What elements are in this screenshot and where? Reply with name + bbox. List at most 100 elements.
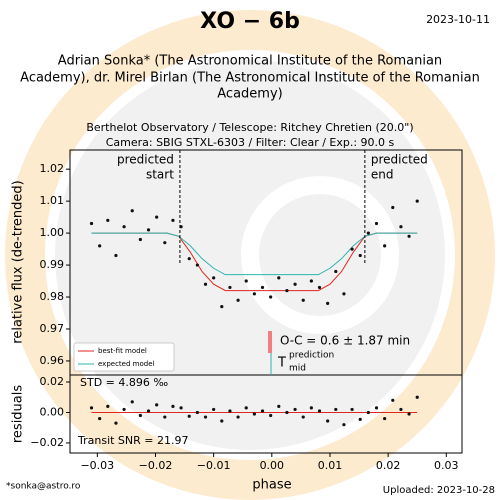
data-point — [269, 413, 273, 418]
authors: Academy) — [217, 87, 282, 102]
data-point — [236, 415, 240, 419]
data-point — [293, 282, 297, 286]
data-point — [122, 407, 126, 412]
data-point — [98, 244, 102, 248]
data-point — [342, 292, 346, 296]
data-point — [212, 276, 216, 280]
data-point — [350, 247, 354, 251]
predicted-label: end — [371, 168, 394, 182]
data-point — [138, 413, 142, 418]
model-line — [91, 232, 418, 276]
data-point — [383, 416, 387, 421]
data-point — [130, 209, 134, 213]
y-tick-label: 0.97 — [40, 322, 65, 335]
data-point — [309, 279, 313, 283]
data-point — [195, 263, 199, 267]
data-point — [236, 298, 240, 302]
data-point — [203, 415, 208, 419]
x-tick-label: −0.03 — [80, 459, 114, 472]
data-point — [163, 415, 167, 419]
y-tick-label: 1.02 — [40, 162, 65, 175]
y-tick-label: 0.96 — [40, 354, 65, 367]
data-point — [260, 409, 265, 413]
std-text: STD = 4.896 ‰ — [80, 376, 168, 389]
x-tick-label: −0.02 — [139, 459, 173, 472]
data-point — [415, 395, 419, 399]
data-point — [317, 285, 322, 290]
x-axis-label: phase — [252, 478, 291, 493]
data-point — [203, 282, 208, 286]
x-tick-label: 0.03 — [434, 459, 459, 472]
data-point — [155, 215, 159, 219]
data-point — [285, 289, 289, 293]
data-point — [171, 218, 175, 222]
legend-box — [73, 342, 175, 372]
data-point — [407, 234, 411, 238]
data-point — [155, 403, 159, 407]
data-point — [366, 231, 370, 235]
oc-text: O-C = 0.6 ± 1.87 min — [280, 334, 410, 348]
authors: Adrian Sonka* (The Astronomical Institut… — [58, 54, 442, 69]
data-point — [293, 407, 297, 412]
footer-uploaded: Uploaded: 2023-10-28 — [383, 485, 495, 496]
tmid-sub: mid — [289, 364, 306, 374]
data-point — [269, 295, 273, 299]
data-point — [89, 221, 94, 226]
data-point — [146, 228, 151, 232]
data-point — [399, 225, 403, 229]
oc-bar — [268, 331, 272, 353]
y-tick-label: 0.99 — [40, 258, 65, 271]
data-point — [342, 423, 346, 427]
tmid: T — [277, 356, 286, 371]
data-point — [244, 279, 248, 283]
data-point — [317, 409, 322, 413]
data-point — [89, 406, 94, 410]
subtitle: Berthelot Observatory / Telescope: Ritch… — [86, 121, 413, 134]
data-point — [334, 269, 338, 274]
y-tick-label: 0.98 — [40, 290, 65, 303]
data-point — [187, 257, 191, 261]
data-point — [407, 412, 411, 416]
data-point — [114, 253, 118, 258]
data-point — [98, 416, 102, 421]
snr-text: Transit SNR = 21.97 — [77, 434, 189, 447]
data-point — [415, 199, 419, 203]
data-point — [285, 410, 289, 415]
data-point — [326, 419, 330, 423]
y-axis-label: residuals — [11, 385, 26, 444]
predicted-label: start — [146, 168, 174, 182]
data-point — [366, 410, 370, 415]
date: 2023-10-11 — [426, 13, 490, 26]
y-axis-label: relative flux (de-trended) — [11, 180, 26, 343]
y-tick-label: 1.00 — [40, 226, 65, 239]
chart-title: XO − 6b — [200, 9, 300, 34]
data-point — [163, 241, 167, 245]
data-point — [212, 407, 216, 412]
data-point — [114, 421, 118, 425]
data-point — [228, 285, 232, 290]
model-line — [91, 232, 418, 292]
data-point — [326, 301, 330, 306]
legend-label: expected model — [98, 360, 154, 368]
data-point — [122, 225, 126, 229]
data-point — [228, 409, 232, 413]
authors: Academy), dr. Mirel Birlan (The Astronom… — [20, 71, 480, 86]
y-tick-label: −0.02 — [30, 436, 64, 449]
predicted-label: predicted — [371, 153, 428, 167]
data-point — [252, 412, 256, 416]
data-point — [277, 404, 281, 408]
x-tick-label: −0.01 — [197, 459, 231, 472]
data-point — [374, 221, 379, 226]
footer-email: *sonka@astro.ro — [6, 482, 81, 492]
data-point — [358, 417, 362, 421]
data-point — [260, 285, 265, 290]
y-tick-label: 0.00 — [40, 405, 65, 418]
subtitle: Camera: SBIG STXL-6303 / Filter: Clear /… — [106, 136, 395, 149]
data-point — [179, 406, 183, 410]
data-point — [301, 298, 305, 302]
data-point — [171, 404, 175, 408]
data-point — [220, 419, 224, 423]
x-tick-label: 0.00 — [260, 459, 285, 472]
x-tick-label: 0.01 — [318, 459, 343, 472]
